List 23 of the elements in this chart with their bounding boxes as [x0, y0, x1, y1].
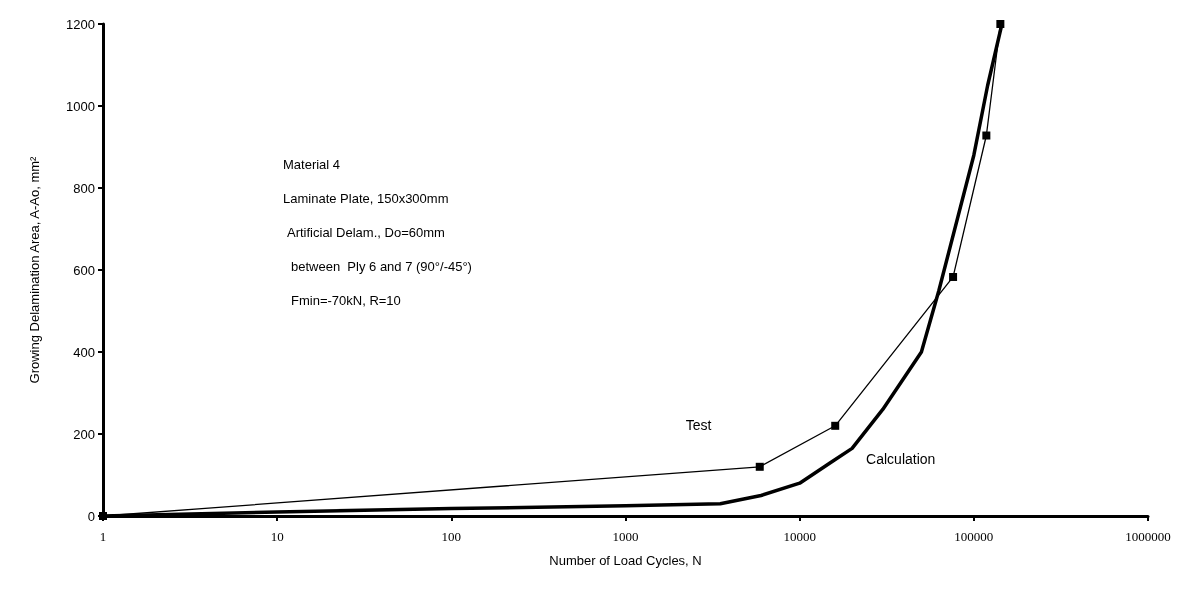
y-tick-label: 600	[73, 262, 95, 278]
annotation: Material 4	[283, 157, 341, 172]
x-tick-label: 1	[99, 529, 107, 544]
annotation: between Ply 6 and 7 (90°/-45°)	[291, 259, 472, 274]
y-tick-label: 0	[87, 508, 95, 524]
y-tick-label: 400	[73, 344, 95, 360]
y-tick-label: 1000	[66, 98, 95, 114]
annotation: Fmin=-70kN, R=10	[291, 293, 401, 308]
x-tick-label: 100	[441, 529, 462, 544]
x-tick-label: 10000	[783, 529, 816, 544]
series-label: Calculation	[866, 451, 936, 468]
x-tick-label: 1000	[612, 529, 639, 544]
x-tick-label: 1000000	[1125, 529, 1171, 544]
y-tick-label: 1200	[66, 16, 95, 32]
y-tick-label: 800	[73, 180, 95, 196]
y-tick-label: 200	[73, 426, 95, 442]
annotation: Artificial Delam., Do=60mm	[287, 225, 445, 240]
x-tick-label: 100000	[954, 529, 994, 544]
y-axis-title: Growing Delamination Area, A-Ao, mm²	[27, 155, 42, 384]
x-axis-title: Number of Load Cycles, N	[549, 553, 702, 568]
text: Test	[685, 416, 712, 433]
annotation: Laminate Plate, 150x300mm	[283, 191, 449, 206]
x-tick-label: 10	[270, 529, 284, 544]
